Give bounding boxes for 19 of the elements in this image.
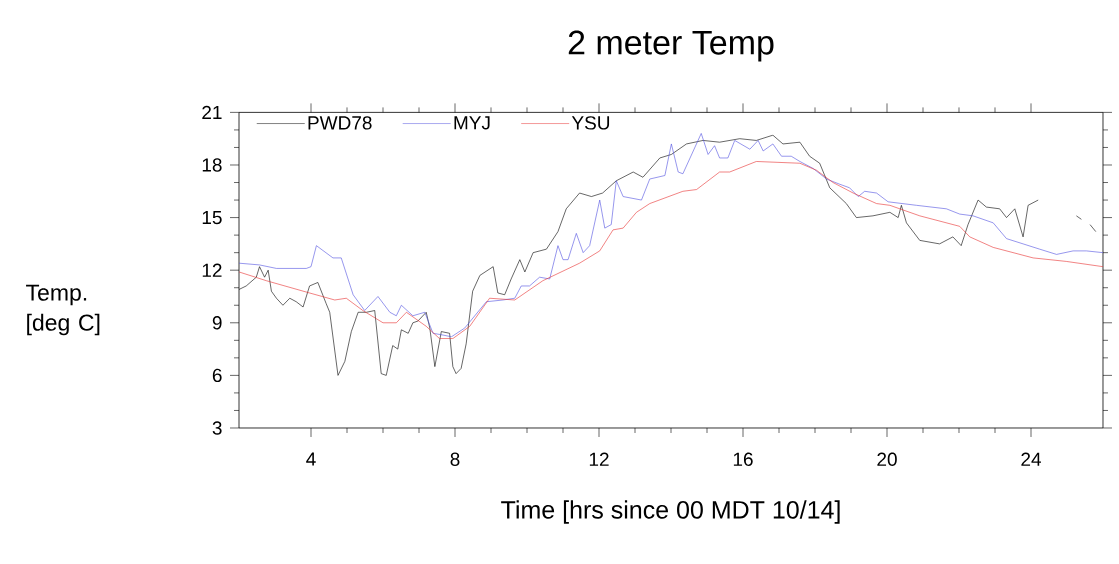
x-axis-title: Time [hrs since 00 MDT 10/14] — [501, 500, 840, 524]
legend-label: PWD78 — [308, 116, 372, 130]
x-tick-label: 4 — [306, 452, 316, 466]
y-tick-label: 18 — [202, 158, 222, 172]
legend-label: YSU — [571, 116, 610, 130]
y-tick-label: 3 — [212, 421, 222, 435]
y-tick-label: 9 — [212, 316, 222, 330]
x-tick-label: 24 — [1021, 452, 1041, 466]
x-tick-label: 20 — [877, 452, 897, 466]
x-tick-label: 8 — [450, 452, 460, 466]
y-tick-label: 12 — [202, 263, 222, 277]
x-tick-label: 12 — [589, 452, 609, 466]
y-tick-label: 15 — [202, 210, 222, 225]
y-tick-label: 21 — [202, 105, 222, 120]
legend-label: MYJ — [454, 116, 490, 130]
y-axis-title: Temp. [deg C] — [26, 284, 100, 336]
y-tick-label: 6 — [212, 368, 222, 383]
chart-title: 2 meter Temp — [568, 30, 774, 62]
x-tick-label: 16 — [733, 452, 753, 466]
